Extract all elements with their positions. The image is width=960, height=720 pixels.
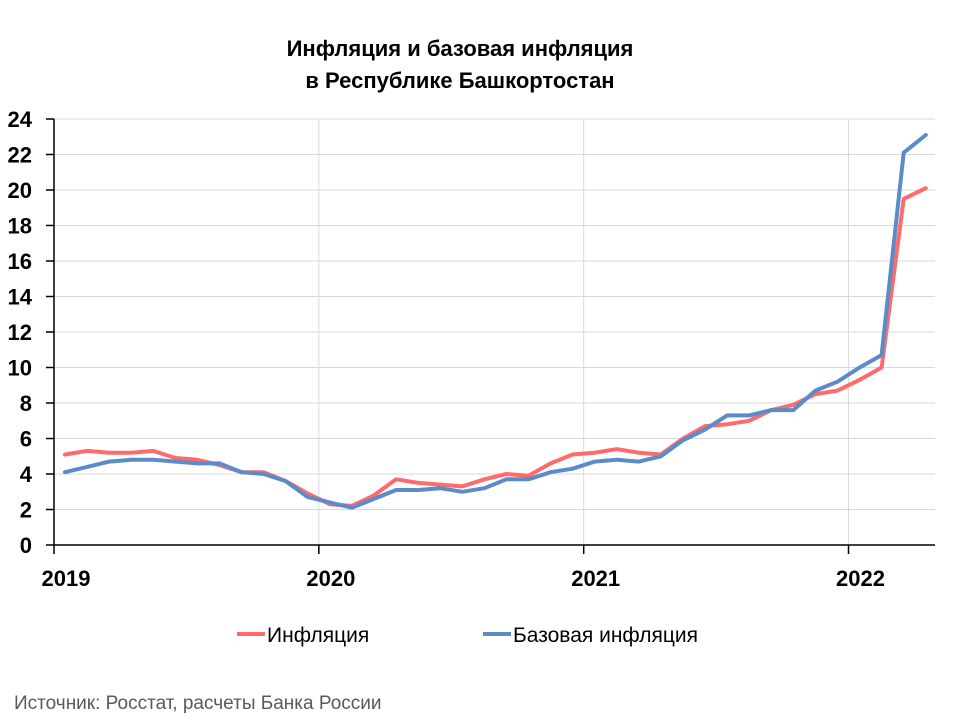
gridlines: [54, 118, 935, 545]
y-tick-label: 14: [8, 285, 33, 310]
series-line-inflation: [63, 186, 928, 508]
y-tick-label: 6: [20, 427, 32, 452]
legend: Инфляция Базовая инфляция: [237, 624, 698, 647]
y-tick-label: 10: [8, 356, 32, 381]
y-tick-label: 8: [20, 391, 32, 416]
y-tick-label: 2: [20, 498, 32, 523]
x-tick-label: 2020: [306, 566, 355, 591]
y-tick-label: 0: [20, 533, 32, 558]
series-lines: [63, 133, 928, 510]
series-line-core-inflation: [63, 133, 928, 510]
x-tick-label: 2022: [836, 566, 885, 591]
x-tick-label: 2019: [42, 566, 91, 591]
y-tick-label: 16: [8, 249, 32, 274]
legend-label-inflation: Инфляция: [267, 624, 369, 647]
chart-title-line-1: Инфляция и базовая инфляция: [287, 36, 634, 61]
x-tick-label: 2021: [571, 566, 620, 591]
y-tick-label: 20: [8, 178, 32, 203]
y-tick-label: 22: [8, 143, 32, 168]
y-tick-label: 18: [8, 214, 32, 239]
y-tick-label: 4: [20, 462, 33, 487]
y-tick-label: 24: [8, 107, 33, 132]
y-tick-label: 12: [8, 320, 32, 345]
source-note: Источник: Росстат, расчеты Банка России: [14, 693, 382, 714]
legend-label-core-inflation: Базовая инфляция: [513, 624, 698, 647]
chart-title-line-2: в Республике Башкортостан: [305, 68, 614, 93]
